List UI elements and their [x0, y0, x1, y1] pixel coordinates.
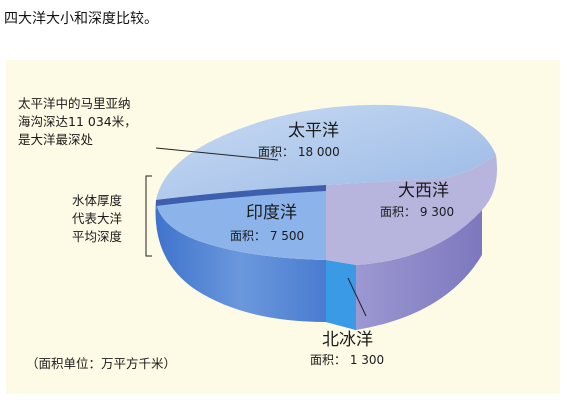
arctic-ocean-front: [326, 260, 356, 330]
indian-ocean-top: [156, 185, 326, 260]
thickness-note-line-1: 水体厚度: [72, 193, 123, 208]
atlantic-name: 大西洋: [398, 181, 449, 201]
thickness-bracket: [145, 175, 152, 257]
mariana-note-line-3: 是大洋最深处: [18, 132, 94, 147]
thickness-note-line-3: 平均深度: [72, 229, 123, 244]
ocean-pie-chart: 太平洋 面积： 18 000 大西洋 面积： 9 300 印度洋 面积： 7 5…: [18, 96, 498, 371]
mariana-leader-line: [155, 147, 279, 161]
pacific-ocean-top: [156, 104, 496, 200]
pacific-name: 太平洋: [288, 121, 339, 141]
indian-name: 印度洋: [246, 203, 297, 223]
atlantic-area: 面积： 9 300: [380, 205, 454, 219]
indian-area: 面积： 7 500: [230, 229, 304, 243]
atlantic-ocean-side: [356, 210, 482, 330]
indian-ocean-side: [155, 200, 326, 322]
pacific-area: 面积： 18 000: [258, 145, 340, 159]
chart-figure: 太平洋 面积： 18 000 大西洋 面积： 9 300 印度洋 面积： 7 5…: [6, 60, 560, 394]
mariana-note-line-2: 海沟深达11 034米，: [18, 114, 137, 129]
arctic-leader-line: [347, 277, 367, 317]
arctic-name: 北冰洋: [322, 330, 373, 350]
atlantic-ocean-top: [326, 155, 498, 265]
arctic-area: 面积： 1 300: [310, 353, 384, 367]
pacific-indian-band: [156, 185, 326, 206]
mariana-note-line-1: 太平洋中的马里亚纳: [18, 96, 131, 111]
unit-note: （面积单位：万平方千米）: [26, 356, 176, 371]
question-title: 四大洋大小和深度比较。: [4, 11, 158, 27]
thickness-note-line-2: 代表大洋: [72, 211, 122, 226]
